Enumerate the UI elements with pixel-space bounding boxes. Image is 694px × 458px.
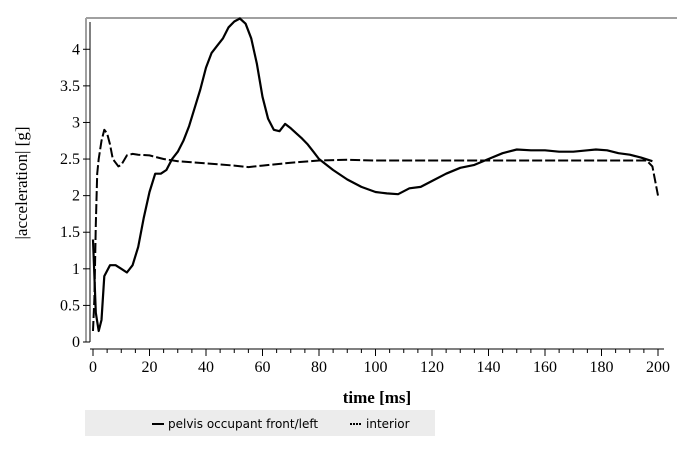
x-tick-label: 200	[646, 359, 670, 376]
y-tick-label: 0	[72, 334, 80, 351]
y-tick-label: 2	[72, 188, 80, 205]
x-tick-label: 160	[533, 359, 557, 376]
y-tick-label: 1.5	[60, 224, 80, 241]
x-tick-label: 40	[198, 359, 214, 376]
legend-label-2: interior	[366, 417, 410, 431]
series-line-1	[91, 17, 653, 333]
x-tick-label: 140	[477, 359, 501, 376]
x-axis-label: time [ms]	[343, 388, 411, 407]
x-tick-label: 60	[255, 359, 271, 376]
x-tick-label: 80	[311, 359, 327, 376]
x-tick-label: 100	[364, 359, 388, 376]
legend-label-1: pelvis occupant front/left	[168, 417, 318, 431]
legend-box	[85, 410, 435, 436]
y-tick-label: 3	[72, 114, 80, 131]
series-group	[91, 17, 659, 333]
y-tick-label: 2.5	[60, 151, 80, 168]
x-tick-label: 120	[420, 359, 444, 376]
x-tick-label: 180	[590, 359, 614, 376]
plot-frame	[85, 17, 677, 350]
x-tick-label: 0	[89, 359, 97, 376]
y-tick-label: 0.5	[60, 297, 80, 314]
y-tick-label: 3.5	[60, 78, 80, 95]
y-tick-label: 4	[72, 41, 80, 58]
legend: pelvis occupant front/left interior	[85, 410, 435, 436]
y-axis-label: |acceleration| [g]	[12, 127, 31, 240]
y-tick-label: 1	[72, 261, 80, 278]
x-tick-label: 20	[142, 359, 158, 376]
y-axis: 0 0.5 1 1.5 2 2.5 3 3.5 4	[60, 41, 90, 351]
series-line-2	[92, 128, 659, 332]
x-axis: 0 20 40 60 80 100 120 140 160 180 200	[89, 349, 670, 376]
